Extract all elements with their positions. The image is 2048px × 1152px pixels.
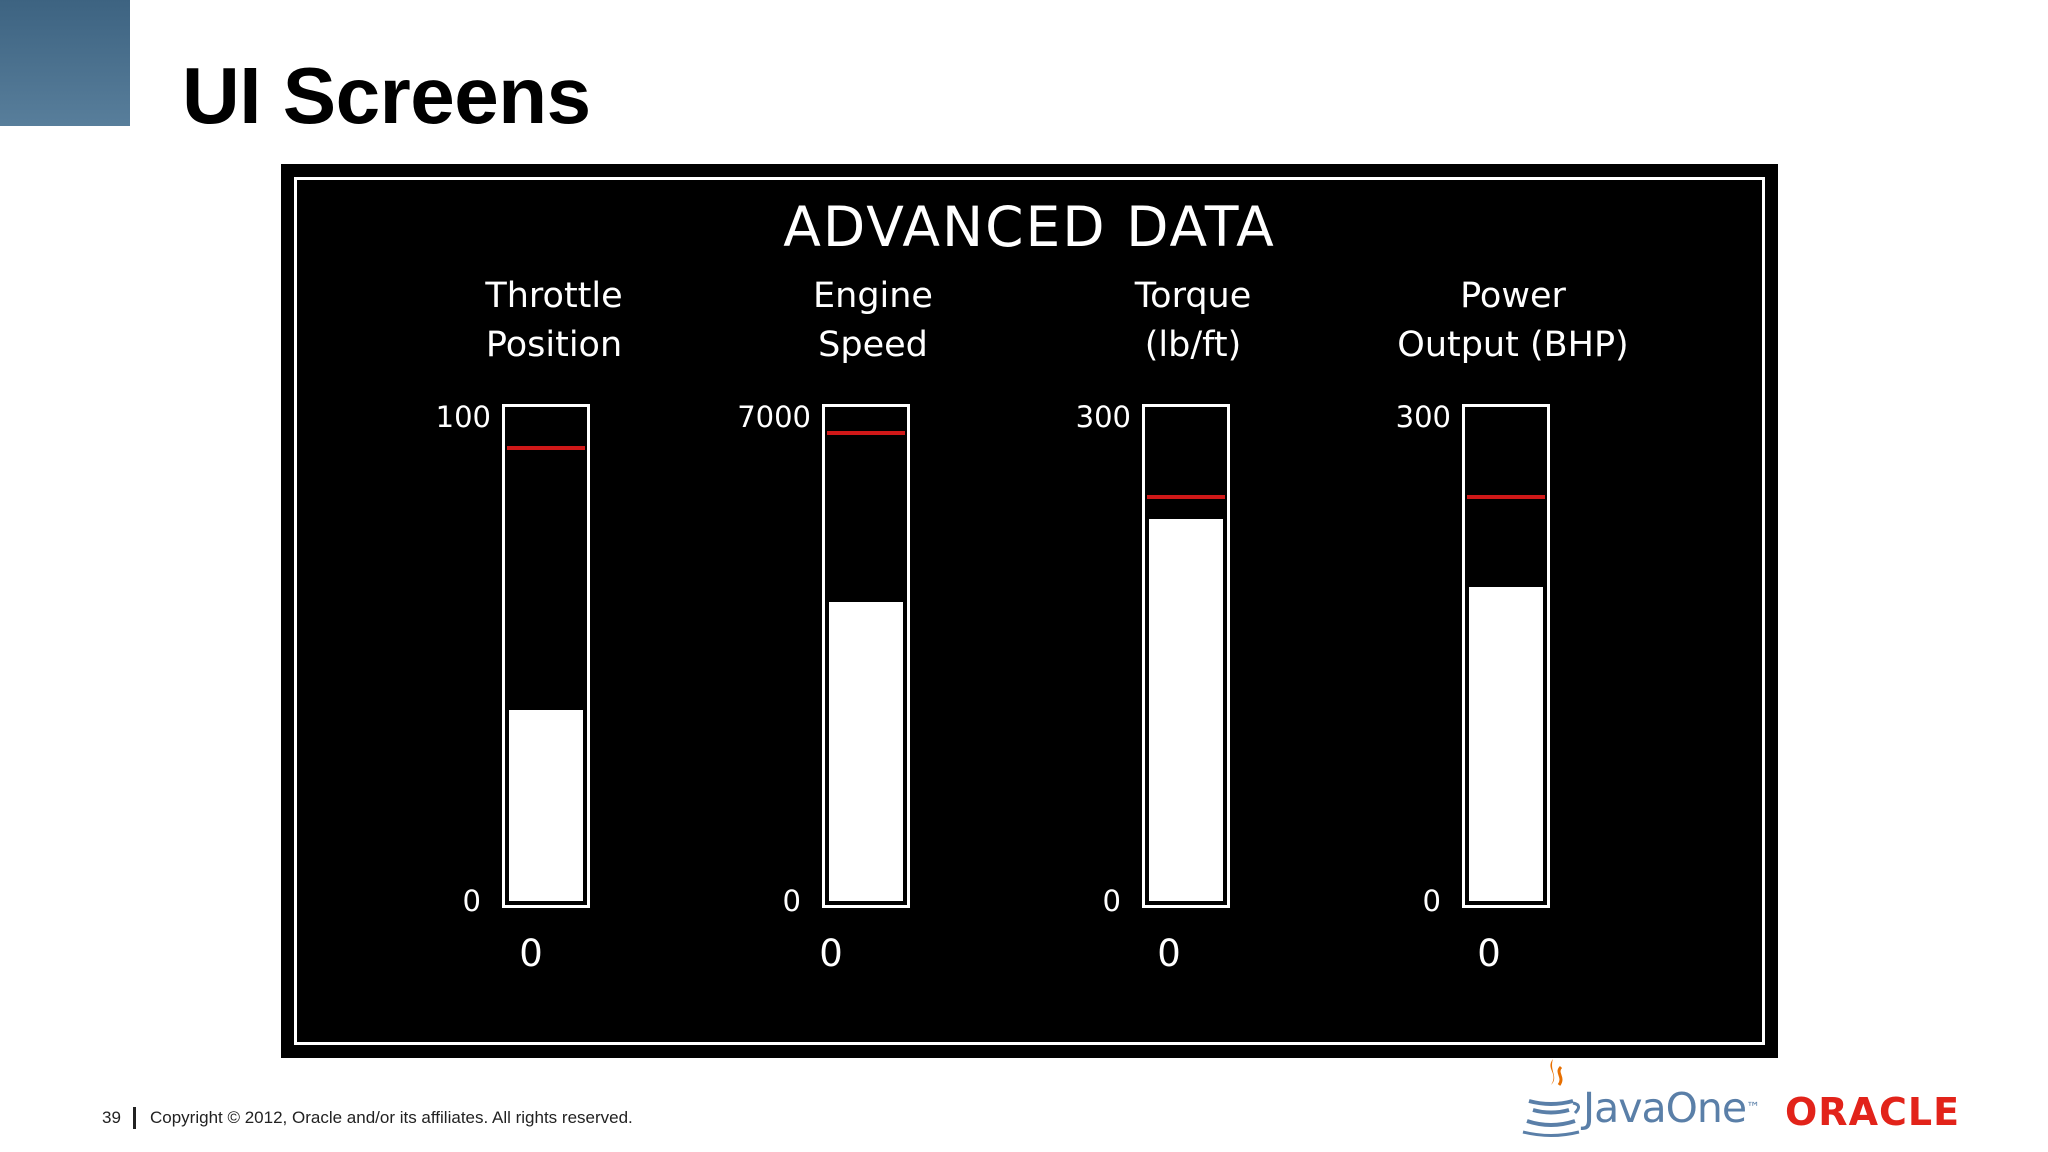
gauge-fill — [1469, 587, 1543, 901]
gauge-fill — [1149, 519, 1223, 901]
gauge-min-label: 0 — [1102, 884, 1121, 918]
gauge-label-engine-speed: Engine Speed — [713, 272, 1033, 370]
gauge-readout-throttle: 0 — [519, 932, 543, 975]
gauge-label-power-output: Power Output (BHP) — [1353, 272, 1673, 370]
oracle-logo: ORACLE — [1785, 1092, 1960, 1132]
gauge-label-line2: Speed — [818, 325, 928, 365]
gauge-max-label: 7000 — [737, 400, 811, 434]
gauge-fill — [509, 710, 583, 901]
gauge-readout-engine-speed: 0 — [819, 932, 843, 975]
panel-border — [294, 177, 1765, 1045]
gauge-tube-torque — [1142, 404, 1230, 908]
javaone-wordmark: JavaOne™ — [1583, 1084, 1760, 1132]
gauge-limit-marker — [507, 446, 585, 450]
gauge-max-label: 300 — [1075, 400, 1131, 434]
gauge-label-torque: Torque (lb/ft) — [1033, 272, 1353, 370]
svg-text:ORACLE: ORACLE — [1785, 1092, 1960, 1132]
gauge-label-line2: (lb/ft) — [1144, 325, 1242, 365]
page-number: 39 — [102, 1108, 121, 1127]
java-cup-icon — [1522, 1059, 1580, 1137]
gauge-label-throttle: Throttle Position — [394, 272, 714, 370]
gauge-label-line2: Position — [485, 325, 623, 365]
gauge-readout-torque: 0 — [1157, 932, 1181, 975]
copyright-notice: Copyright © 2012, Oracle and/or its affi… — [150, 1108, 633, 1127]
gauge-readout-power-output: 0 — [1477, 932, 1501, 975]
panel-title: ADVANCED DATA — [783, 195, 1276, 259]
gauge-max-label: 300 — [1395, 400, 1451, 434]
gauge-tube-throttle — [502, 404, 590, 908]
gauge-min-label: 0 — [462, 884, 481, 918]
gauge-fill — [829, 602, 903, 901]
gauge-limit-marker — [1147, 495, 1225, 499]
footer-divider — [133, 1107, 136, 1129]
gauge-min-label: 0 — [782, 884, 801, 918]
gauge-limit-marker — [827, 431, 905, 435]
corner-accent-block — [0, 0, 130, 126]
gauge-label-line1: Throttle — [485, 276, 623, 316]
javaone-logo: JavaOne™ — [1515, 1055, 1760, 1140]
gauge-limit-marker — [1467, 495, 1545, 499]
gauge-max-label: 100 — [435, 400, 491, 434]
gauge-tube-engine-speed — [822, 404, 910, 908]
gauge-label-line1: Power — [1460, 276, 1566, 316]
gauge-min-label: 0 — [1422, 884, 1441, 918]
gauge-label-line1: Engine — [813, 276, 933, 316]
gauge-label-line2: Output (BHP) — [1397, 325, 1629, 365]
advanced-data-panel: ADVANCED DATA Throttle Position 100 0 0 … — [281, 164, 1778, 1058]
slide-title: UI Screens — [182, 51, 591, 140]
gauge-label-line1: Torque — [1134, 276, 1252, 316]
gauge-tube-power-output — [1462, 404, 1550, 908]
